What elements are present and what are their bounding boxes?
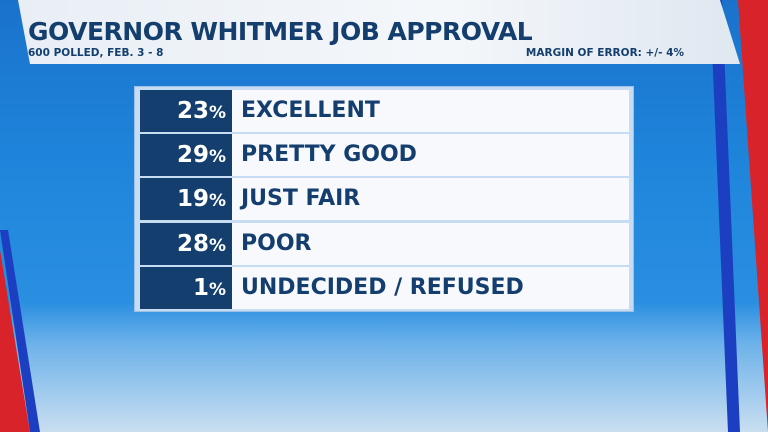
percent-value: 29% bbox=[140, 134, 232, 176]
margin-of-error: MARGIN OF ERROR: +/- 4% bbox=[525, 47, 684, 59]
header-band bbox=[18, 0, 740, 64]
category-label: EXCELLENT bbox=[241, 98, 380, 123]
page-title: GOVERNOR WHITMER JOB APPROVAL bbox=[28, 17, 533, 46]
value-number: 19 bbox=[176, 186, 209, 212]
category-label: JUST FAIR bbox=[241, 186, 361, 211]
poll-info: 600 POLLED, FEB. 3 - 8 bbox=[28, 47, 164, 59]
value-number: 1 bbox=[192, 275, 209, 301]
percent-sign: % bbox=[208, 103, 226, 123]
category-label: PRETTY GOOD bbox=[241, 142, 417, 167]
percent-value: 23% bbox=[140, 90, 232, 132]
percent-sign: % bbox=[208, 236, 226, 256]
results-table: 23% EXCELLENT 29% PRETTY GOOD 19% JUST FAIR 28… bbox=[134, 86, 634, 312]
table-row: 1% UNDECIDED / REFUSED bbox=[140, 267, 629, 309]
table-row: 28% POOR bbox=[140, 223, 629, 265]
right-blue-stripe bbox=[710, 0, 740, 432]
percent-sign: % bbox=[208, 191, 226, 211]
table-row: 29% PRETTY GOOD bbox=[140, 134, 629, 176]
percent-value: 28% bbox=[140, 223, 232, 265]
category-label: POOR bbox=[241, 231, 312, 256]
percent-value: 19% bbox=[140, 178, 232, 220]
value-number: 23 bbox=[176, 98, 209, 124]
value-number: 28 bbox=[176, 231, 209, 257]
category-label: UNDECIDED / REFUSED bbox=[241, 275, 524, 300]
percent-sign: % bbox=[208, 280, 226, 300]
table-row: 19% JUST FAIR bbox=[140, 178, 629, 220]
value-number: 29 bbox=[176, 142, 209, 168]
table-row: 23% EXCELLENT bbox=[140, 90, 629, 132]
percent-sign: % bbox=[208, 147, 226, 167]
percent-value: 1% bbox=[140, 267, 232, 309]
